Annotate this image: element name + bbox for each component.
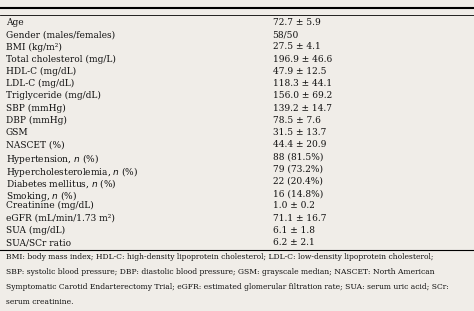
Text: serum creatinine.: serum creatinine. bbox=[6, 298, 73, 306]
Text: 139.2 ± 14.7: 139.2 ± 14.7 bbox=[273, 104, 331, 113]
Text: SBP: systolic blood pressure; DBP: diastolic blood pressure; GSM: grayscale medi: SBP: systolic blood pressure; DBP: diast… bbox=[6, 268, 434, 276]
Text: Triglyceride (mg/dL): Triglyceride (mg/dL) bbox=[6, 91, 100, 100]
Text: 31.5 ± 13.7: 31.5 ± 13.7 bbox=[273, 128, 326, 137]
Text: 44.4 ± 20.9: 44.4 ± 20.9 bbox=[273, 140, 326, 149]
Text: 22 (20.4%): 22 (20.4%) bbox=[273, 177, 322, 186]
Text: eGFR (mL/min/1.73 m²): eGFR (mL/min/1.73 m²) bbox=[6, 214, 115, 223]
Text: Diabetes mellitus, $\it{n}$ (%): Diabetes mellitus, $\it{n}$ (%) bbox=[6, 177, 116, 190]
Text: 71.1 ± 16.7: 71.1 ± 16.7 bbox=[273, 214, 326, 223]
Text: 79 (73.2%): 79 (73.2%) bbox=[273, 165, 322, 174]
Text: DBP (mmHg): DBP (mmHg) bbox=[6, 116, 66, 125]
Text: Creatinine (mg/dL): Creatinine (mg/dL) bbox=[6, 202, 93, 211]
Text: 6.1 ± 1.8: 6.1 ± 1.8 bbox=[273, 226, 315, 235]
Text: NASCET (%): NASCET (%) bbox=[6, 140, 64, 149]
Text: 58/50: 58/50 bbox=[273, 30, 299, 39]
Text: Hypertension, $\it{n}$ (%): Hypertension, $\it{n}$ (%) bbox=[6, 152, 99, 166]
Text: HDL-C (mg/dL): HDL-C (mg/dL) bbox=[6, 67, 76, 76]
Text: Smoking, $\it{n}$ (%): Smoking, $\it{n}$ (%) bbox=[6, 189, 77, 203]
Text: 88 (81.5%): 88 (81.5%) bbox=[273, 152, 323, 161]
Text: 118.3 ± 44.1: 118.3 ± 44.1 bbox=[273, 79, 332, 88]
Text: 78.5 ± 7.6: 78.5 ± 7.6 bbox=[273, 116, 320, 125]
Text: 72.7 ± 5.9: 72.7 ± 5.9 bbox=[273, 18, 320, 27]
Text: Age: Age bbox=[6, 18, 23, 27]
Text: SUA (mg/dL): SUA (mg/dL) bbox=[6, 226, 65, 235]
Text: 1.0 ± 0.2: 1.0 ± 0.2 bbox=[273, 202, 314, 210]
Text: 27.5 ± 4.1: 27.5 ± 4.1 bbox=[273, 43, 320, 52]
Text: GSM: GSM bbox=[6, 128, 28, 137]
Text: 47.9 ± 12.5: 47.9 ± 12.5 bbox=[273, 67, 326, 76]
Text: Gender (males/females): Gender (males/females) bbox=[6, 30, 115, 39]
Text: 156.0 ± 69.2: 156.0 ± 69.2 bbox=[273, 91, 332, 100]
Text: 6.2 ± 2.1: 6.2 ± 2.1 bbox=[273, 238, 314, 247]
Text: BMI: body mass index; HDL-C: high-density lipoprotein cholesterol; LDL-C: low-de: BMI: body mass index; HDL-C: high-densit… bbox=[6, 253, 433, 261]
Text: 196.9 ± 46.6: 196.9 ± 46.6 bbox=[273, 55, 332, 64]
Text: SBP (mmHg): SBP (mmHg) bbox=[6, 104, 65, 113]
Text: BMI (kg/m²): BMI (kg/m²) bbox=[6, 43, 62, 52]
Text: SUA/SCr ratio: SUA/SCr ratio bbox=[6, 238, 71, 247]
Text: Total cholesterol (mg/L): Total cholesterol (mg/L) bbox=[6, 55, 116, 64]
Text: Symptomatic Carotid Endarterectomy Trial; eGFR: estimated glomerular filtration : Symptomatic Carotid Endarterectomy Trial… bbox=[6, 283, 448, 291]
Text: Hypercholesterolemia, $\it{n}$ (%): Hypercholesterolemia, $\it{n}$ (%) bbox=[6, 165, 138, 179]
Text: LDL-C (mg/dL): LDL-C (mg/dL) bbox=[6, 79, 74, 88]
Text: 16 (14.8%): 16 (14.8%) bbox=[273, 189, 323, 198]
